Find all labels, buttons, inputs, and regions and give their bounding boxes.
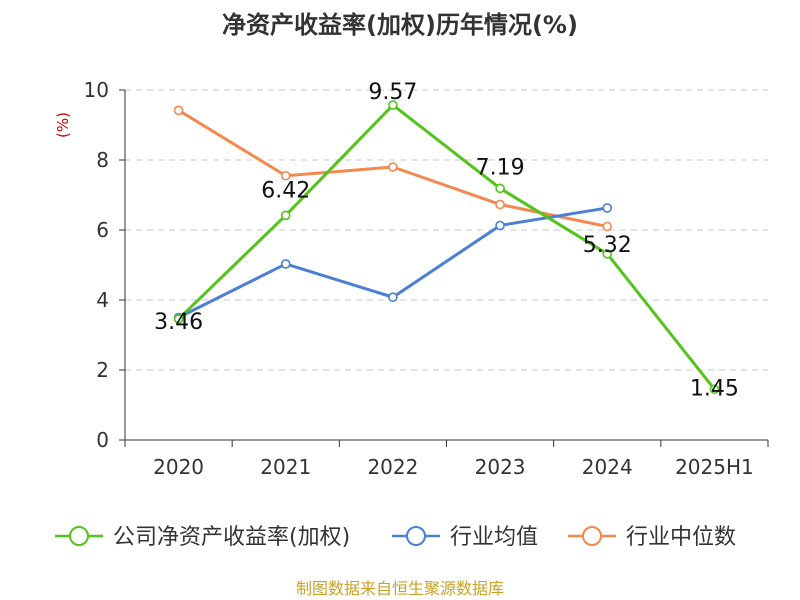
x-tick-label: 2025H1 (675, 455, 754, 479)
series-3-point (602, 221, 613, 232)
y-tick-label: 2 (96, 358, 109, 382)
series-1-point (280, 210, 291, 221)
data-label: 1.45 (690, 376, 739, 401)
x-tick-label: 2020 (153, 455, 204, 479)
data-label: 3.46 (154, 310, 203, 335)
series-3-point (388, 162, 398, 172)
series-1-point (495, 183, 505, 194)
series-line-1 (177, 103, 716, 391)
legend-item-2: 行业均值 (392, 525, 538, 550)
y-tick-label: 6 (96, 218, 109, 242)
data-label: 5.32 (583, 233, 632, 258)
legend-label: 公司净资产收益率(加权) (113, 525, 350, 550)
x-tick-label: 2023 (475, 455, 526, 479)
series-layer (173, 100, 720, 395)
data-label: 9.57 (368, 80, 417, 105)
data-label: 7.19 (476, 155, 525, 180)
series-2-point (495, 220, 505, 231)
source-note: 制图数据来自恒生聚源数据库 (296, 579, 504, 598)
series-1-point (709, 384, 720, 395)
legend-label: 行业中位数 (626, 525, 736, 550)
series-2-point (602, 203, 613, 213)
series-1-point (602, 249, 613, 259)
y-tick-label: 8 (96, 148, 109, 172)
axes: 0 2 4 6 8 10 2020 2021 2022 2023 2024 2025H1 (84, 78, 769, 479)
series-1-point (388, 100, 398, 110)
y-tick-label: 4 (96, 288, 109, 312)
legend-item-3: 行业中位数 (568, 525, 736, 550)
legend: 公司净资产收益率(加权) 行业均值 行业中位数 (55, 525, 736, 550)
series-3-point (173, 105, 184, 116)
y-tick-label: 0 (96, 428, 109, 452)
legend-swatch-marker (69, 526, 89, 546)
y-tick-label: 10 (84, 78, 109, 102)
y-axis-unit-label: (%) (54, 112, 72, 138)
data-label: 6.42 (261, 178, 310, 203)
legend-label: 行业均值 (450, 525, 538, 550)
x-tick-label: 2024 (582, 455, 633, 479)
legend-item-1: 公司净资产收益率(加权) (55, 525, 350, 550)
x-tick-label: 2021 (260, 455, 311, 479)
data-labels: 3.46 6.42 9.57 7.19 5.32 1.45 (154, 80, 739, 401)
series-3-point (280, 170, 291, 181)
series-2-point (388, 292, 398, 303)
series-1-point (173, 314, 184, 324)
x-tick-label: 2022 (367, 455, 418, 479)
series-2-point (280, 259, 291, 269)
legend-swatch-marker (582, 526, 602, 546)
grid-lines (125, 89, 768, 371)
legend-swatch-marker (406, 526, 426, 546)
series-3-point (495, 199, 505, 210)
chart-title: 净资产收益率(加权)历年情况(%) (222, 11, 578, 39)
